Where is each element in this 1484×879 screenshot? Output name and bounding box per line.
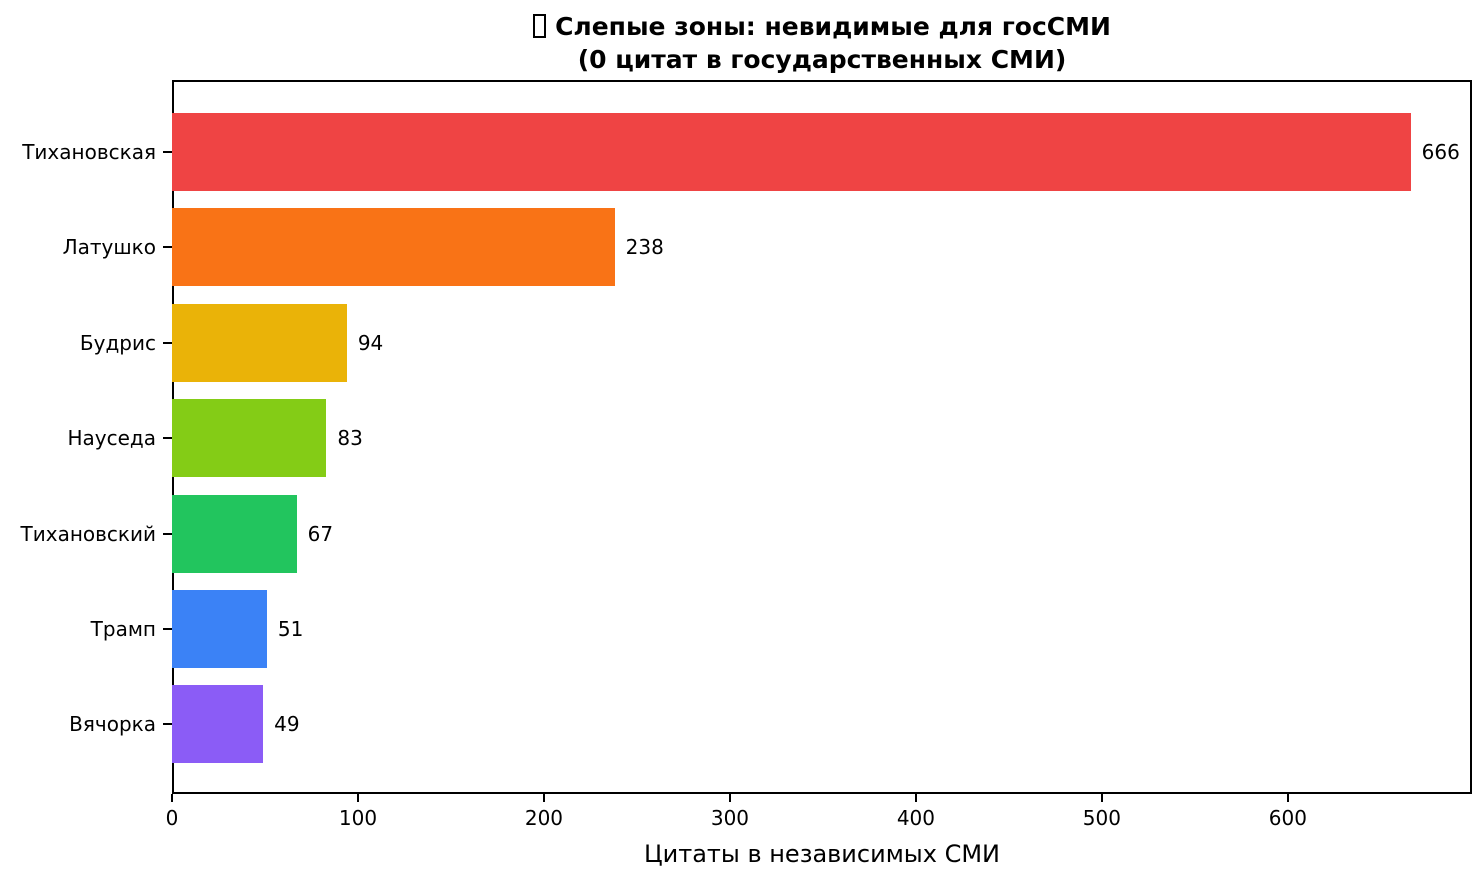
x-tick-mark xyxy=(1100,794,1103,802)
x-tick-label: 300 xyxy=(710,806,750,830)
bar-value-label: 238 xyxy=(625,235,664,260)
bar-5 xyxy=(172,590,267,668)
y-tick-mark xyxy=(163,341,172,344)
x-tick-label: 500 xyxy=(1082,806,1121,830)
bar-6 xyxy=(172,685,264,764)
bar-value-label: 666 xyxy=(1421,140,1460,164)
x-axis-label: Цитаты в независимых СМИ xyxy=(643,840,1000,868)
x-tick-label: 400 xyxy=(896,806,935,830)
bar-value-label: 94 xyxy=(357,330,384,355)
missing-glyph-box-icon xyxy=(533,14,547,38)
x-tick-label: 100 xyxy=(338,806,378,830)
bar-2 xyxy=(172,303,347,382)
chart-title-line1-text: Слепые зоны: невидимые для госСМИ xyxy=(555,12,1111,41)
y-tick-mark xyxy=(163,628,172,630)
y-tick-mark xyxy=(163,246,172,249)
x-tick-mark xyxy=(542,794,545,802)
bar-value-label: 67 xyxy=(307,521,334,546)
bar-1 xyxy=(172,208,615,287)
y-category-label: Будрис xyxy=(79,330,156,355)
plot-area xyxy=(172,80,1472,794)
x-tick-mark xyxy=(1286,794,1289,802)
x-tick-label: 600 xyxy=(1268,806,1307,830)
y-category-label: Трамп xyxy=(90,617,156,641)
bar-value-label: 49 xyxy=(274,712,300,737)
bar-0 xyxy=(172,113,1411,191)
chart-title-line2: (0 цитат в государственных СМИ) xyxy=(577,45,1067,74)
bar-value-label: 51 xyxy=(277,617,304,641)
x-tick-mark xyxy=(171,794,173,802)
y-tick-mark xyxy=(163,151,172,153)
y-category-label: Тихановский xyxy=(20,521,156,546)
y-category-label: Науседа xyxy=(67,426,156,451)
y-category-label: Латушко xyxy=(62,235,156,260)
x-tick-mark xyxy=(728,794,731,802)
y-tick-mark xyxy=(163,532,172,535)
chart-title: Слепые зоны: невидимые для госСМИ (0 цит… xyxy=(172,10,1472,76)
y-category-label: Тихановская xyxy=(22,140,156,164)
y-category-label: Вячорка xyxy=(69,712,156,737)
x-tick-label: 200 xyxy=(524,806,564,830)
x-tick-mark xyxy=(356,794,359,802)
bar-3 xyxy=(172,399,327,478)
x-tick-label: 0 xyxy=(165,806,179,830)
y-tick-mark xyxy=(163,437,172,440)
bar-4 xyxy=(172,494,297,573)
bar-value-label: 83 xyxy=(337,426,363,451)
y-tick-mark xyxy=(163,723,172,726)
chart-title-line1: Слепые зоны: невидимые для госСМИ xyxy=(172,10,1472,43)
x-tick-mark xyxy=(914,794,917,802)
